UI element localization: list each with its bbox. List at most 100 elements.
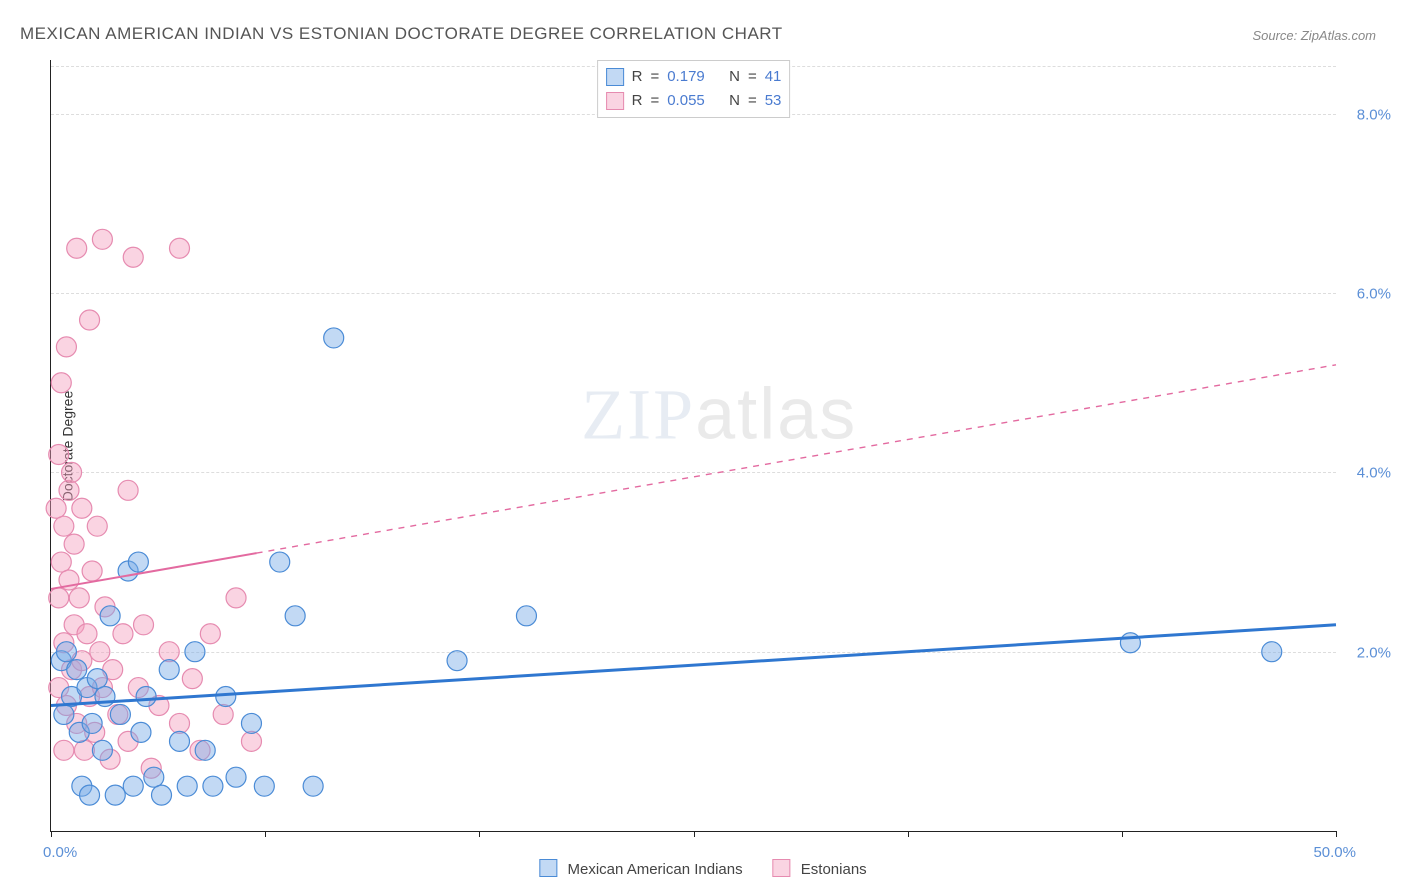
data-point xyxy=(100,606,120,626)
data-point xyxy=(185,642,205,662)
n-label: N xyxy=(729,89,740,113)
data-point xyxy=(67,238,87,258)
data-point xyxy=(324,328,344,348)
data-point xyxy=(80,310,100,330)
data-point xyxy=(303,776,323,796)
y-tick-label: 6.0% xyxy=(1357,286,1391,303)
r-value-est: 0.055 xyxy=(667,89,705,113)
data-point xyxy=(170,713,190,733)
swatch-est-icon xyxy=(606,92,624,110)
data-point xyxy=(74,740,94,760)
legend-item-mai: Mexican American Indians xyxy=(539,859,742,878)
data-point xyxy=(241,731,261,751)
data-point xyxy=(226,767,246,787)
data-point xyxy=(113,624,133,644)
swatch-mai-icon xyxy=(539,859,557,877)
data-point xyxy=(105,785,125,805)
data-point xyxy=(82,561,102,581)
data-point xyxy=(170,238,190,258)
data-point xyxy=(54,704,74,724)
data-point xyxy=(134,615,154,635)
data-point xyxy=(170,731,190,751)
data-point xyxy=(516,606,536,626)
trend-line xyxy=(51,625,1336,706)
data-point xyxy=(200,624,220,644)
stats-row-mai: R = 0.179 N = 41 xyxy=(606,65,782,89)
x-tick xyxy=(479,831,480,837)
data-point xyxy=(49,444,69,464)
data-point xyxy=(56,337,76,357)
data-point xyxy=(177,776,197,796)
x-tick xyxy=(265,831,266,837)
x-tick xyxy=(908,831,909,837)
data-point xyxy=(447,651,467,671)
data-point xyxy=(54,740,74,760)
n-value-est: 53 xyxy=(765,89,782,113)
y-tick-label: 2.0% xyxy=(1357,644,1391,661)
chart-title: MEXICAN AMERICAN INDIAN VS ESTONIAN DOCT… xyxy=(20,24,783,44)
data-point xyxy=(213,704,233,724)
data-point xyxy=(1262,642,1282,662)
chart-plot-area: ZIPatlas 2.0%4.0%6.0%8.0% R = 0.179 N = … xyxy=(50,60,1336,832)
data-point xyxy=(80,785,100,805)
data-point xyxy=(144,767,164,787)
data-point xyxy=(182,669,202,689)
data-point xyxy=(128,552,148,572)
data-point xyxy=(62,462,82,482)
y-tick-label: 8.0% xyxy=(1357,106,1391,123)
data-point xyxy=(46,498,66,518)
r-label: R xyxy=(632,65,643,89)
data-point xyxy=(136,687,156,707)
x-min-label: 0.0% xyxy=(43,844,77,861)
stats-legend: R = 0.179 N = 41 R = 0.055 N = 53 xyxy=(597,60,791,118)
data-point xyxy=(254,776,274,796)
data-point xyxy=(285,606,305,626)
data-point xyxy=(216,687,236,707)
trend-line xyxy=(257,365,1336,553)
data-point xyxy=(123,776,143,796)
data-point xyxy=(92,740,112,760)
r-value-mai: 0.179 xyxy=(667,65,705,89)
x-tick xyxy=(1122,831,1123,837)
data-point xyxy=(159,642,179,662)
data-point xyxy=(77,624,97,644)
y-tick-label: 4.0% xyxy=(1357,465,1391,482)
data-point xyxy=(72,498,92,518)
n-label: N xyxy=(729,65,740,89)
eq-sign: = xyxy=(650,89,659,113)
data-point xyxy=(59,480,79,500)
series-legend: Mexican American Indians Estonians xyxy=(539,859,866,878)
n-value-mai: 41 xyxy=(765,65,782,89)
data-point xyxy=(67,660,87,680)
x-tick xyxy=(694,831,695,837)
data-point xyxy=(90,642,110,662)
legend-item-est: Estonians xyxy=(773,859,867,878)
data-point xyxy=(82,713,102,733)
eq-sign: = xyxy=(748,89,757,113)
legend-label-mai: Mexican American Indians xyxy=(568,861,743,878)
data-point xyxy=(51,552,71,572)
data-point xyxy=(131,722,151,742)
data-point xyxy=(49,588,69,608)
data-point xyxy=(87,516,107,536)
swatch-est-icon xyxy=(773,859,791,877)
x-max-label: 50.0% xyxy=(1313,844,1356,861)
data-point xyxy=(241,713,261,733)
data-point xyxy=(54,516,74,536)
stats-row-est: R = 0.055 N = 53 xyxy=(606,89,782,113)
x-tick xyxy=(1336,831,1337,837)
data-point xyxy=(226,588,246,608)
data-point xyxy=(152,785,172,805)
eq-sign: = xyxy=(748,65,757,89)
data-point xyxy=(159,660,179,680)
data-point xyxy=(118,480,138,500)
eq-sign: = xyxy=(650,65,659,89)
scatter-svg xyxy=(51,60,1336,831)
data-point xyxy=(110,704,130,724)
data-point xyxy=(69,588,89,608)
data-point xyxy=(123,247,143,267)
swatch-mai-icon xyxy=(606,68,624,86)
data-point xyxy=(51,373,71,393)
data-point xyxy=(1120,633,1140,653)
data-point xyxy=(92,229,112,249)
